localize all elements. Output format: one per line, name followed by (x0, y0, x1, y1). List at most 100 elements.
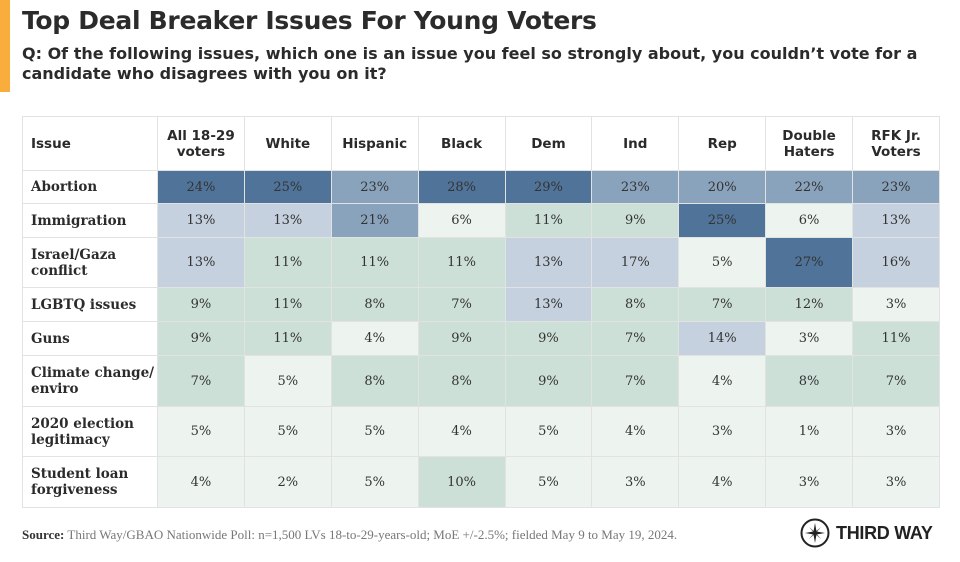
heatmap-cell: 5% (678, 237, 767, 288)
heatmap-cell: 7% (157, 355, 245, 407)
heatmap-cell: 3% (765, 456, 853, 508)
row-label: Israel/Gaza conflict (22, 237, 158, 288)
heatmap-cell: 7% (591, 321, 680, 356)
heatmap-cell: 7% (852, 355, 940, 407)
heatmap-cell: 11% (504, 203, 593, 238)
heatmap-cell: 4% (417, 406, 506, 457)
table-row: Climate change/ enviro 7% 5% 8% 8% 9% 7% 4% 8% 7% (22, 355, 940, 407)
column-header: White (243, 116, 332, 171)
heatmap-cell: 4% (591, 406, 680, 457)
heatmap-cell: 14% (678, 321, 767, 356)
row-label: Immigration (22, 203, 158, 238)
heatmap-cell: 29% (504, 170, 593, 204)
heatmap-cell: 4% (678, 355, 767, 407)
heatmap-cell: 4% (157, 456, 245, 508)
heatmap-cell: 4% (330, 321, 419, 356)
heatmap-cell: 3% (678, 406, 767, 457)
compass-icon (800, 518, 830, 548)
heatmap-cell: 11% (243, 287, 332, 322)
heatmap-cell: 23% (591, 170, 680, 204)
table-row: Guns 9% 11% 4% 9% 9% 7% 14% 3% 11% (22, 321, 940, 356)
heatmap-cell: 22% (765, 170, 853, 204)
heatmap-cell: 6% (417, 203, 506, 238)
source-text: Third Way/GBAO Nationwide Poll: n=1,500 … (67, 527, 678, 542)
heatmap-cell: 8% (591, 287, 680, 322)
column-header: All 18-29 voters (157, 116, 245, 171)
heatmap-cell: 3% (765, 321, 853, 356)
heatmap-cell: 3% (591, 456, 680, 508)
column-header: Dem (504, 116, 593, 171)
heatmap-cell: 1% (765, 406, 853, 457)
heatmap-cell: 11% (330, 237, 419, 288)
heatmap-cell: 7% (678, 287, 767, 322)
heatmap-cell: 9% (504, 321, 593, 356)
heatmap-cell: 3% (852, 406, 940, 457)
heatmap-cell: 4% (678, 456, 767, 508)
heatmap-cell: 23% (330, 170, 419, 204)
heatmap-cell: 9% (157, 287, 245, 322)
column-header: RFK Jr. Voters (852, 116, 940, 171)
accent-bar (0, 0, 10, 92)
column-header: Rep (678, 116, 767, 171)
heatmap-cell: 7% (417, 287, 506, 322)
page-title: Top Deal Breaker Issues For Young Voters (22, 6, 597, 35)
heatmap-cell: 3% (852, 287, 940, 322)
header-row: Issue All 18-29 voters White Hispanic Black… (22, 116, 940, 171)
table-row: LGBTQ issues 9% 11% 8% 7% 13% 8% 7% 12% 3% (22, 287, 940, 322)
heatmap-cell: 9% (417, 321, 506, 356)
heatmap-cell: 25% (678, 203, 767, 238)
heatmap-cell: 11% (243, 237, 332, 288)
heatmap-cell: 8% (417, 355, 506, 407)
heatmap-cell: 13% (157, 203, 245, 238)
row-label: LGBTQ issues (22, 287, 158, 322)
row-label: Abortion (22, 170, 158, 204)
heatmap-cell: 10% (417, 456, 506, 508)
heatmap-cell: 5% (504, 406, 593, 457)
table-row: Abortion 24% 25% 23% 28% 29% 23% 20% 22% 23% (22, 170, 940, 204)
heatmap-cell: 13% (157, 237, 245, 288)
table-row: Student loan forgiveness 4% 2% 5% 10% 5% 3% 4% 3… (22, 456, 940, 508)
column-header: Black (417, 116, 506, 171)
heatmap-cell: 13% (504, 237, 593, 288)
heatmap-cell: 13% (243, 203, 332, 238)
third-way-logo: THIRD WAY (800, 518, 933, 548)
table-row: Immigration 13% 13% 21% 6% 11% 9% 25% 6% 13% (22, 203, 940, 238)
heatmap-cell: 25% (243, 170, 332, 204)
column-header: Hispanic (330, 116, 419, 171)
heatmap-cell: 5% (504, 456, 593, 508)
row-label: 2020 election legitimacy (22, 406, 158, 457)
heatmap-cell: 13% (504, 287, 593, 322)
heatmap-cell: 23% (852, 170, 940, 204)
heatmap-cell: 17% (591, 237, 680, 288)
heatmap-cell: 9% (591, 203, 680, 238)
heatmap-cell: 12% (765, 287, 853, 322)
column-header-issue: Issue (22, 116, 158, 171)
table-row: Israel/Gaza conflict 13% 11% 11% 11% 13% 17% 5%… (22, 237, 940, 288)
heatmap-cell: 5% (243, 406, 332, 457)
heatmap-cell: 5% (330, 456, 419, 508)
row-label: Guns (22, 321, 158, 356)
heatmap-cell: 2% (243, 456, 332, 508)
heatmap-cell: 9% (157, 321, 245, 356)
heatmap-cell: 3% (852, 456, 940, 508)
column-header: Double Haters (765, 116, 853, 171)
heatmap-cell: 8% (765, 355, 853, 407)
heatmap-cell: 6% (765, 203, 853, 238)
heatmap-cell: 27% (765, 237, 853, 288)
source-note: Source: Third Way/GBAO Nationwide Poll: … (22, 527, 677, 543)
question-subtitle: Q: Of the following issues, which one is… (22, 44, 918, 83)
heatmap-cell: 11% (852, 321, 940, 356)
heatmap-cell: 11% (243, 321, 332, 356)
heatmap-cell: 8% (330, 287, 419, 322)
row-label: Climate change/ enviro (22, 355, 158, 407)
heatmap-cell: 9% (504, 355, 593, 407)
heatmap-cell: 21% (330, 203, 419, 238)
source-label: Source: (22, 527, 65, 542)
heatmap-cell: 5% (157, 406, 245, 457)
table-row: 2020 election legitimacy 5% 5% 5% 4% 5% 4% 3% 1%… (22, 406, 940, 457)
heatmap-table: Issue All 18-29 voters White Hispanic Black… (22, 116, 940, 508)
heatmap-cell: 7% (591, 355, 680, 407)
logo-text: THIRD WAY (836, 522, 933, 543)
heatmap-cell: 13% (852, 203, 940, 238)
heatmap-cell: 11% (417, 237, 506, 288)
